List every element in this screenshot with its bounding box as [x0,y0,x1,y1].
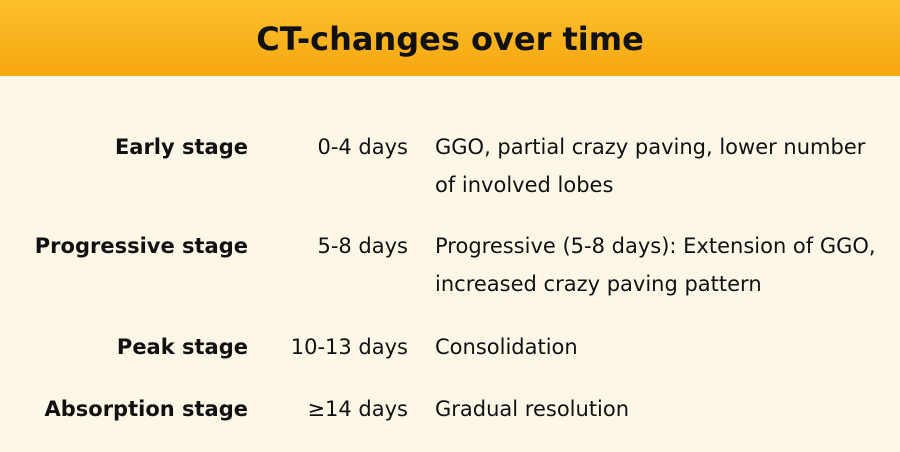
stage-description: Consolidation [435,335,578,359]
stage-description: Progressive (5-8 days): Extension of GGO… [435,234,876,296]
stage-name: Progressive stage [34,234,248,258]
stage-name: Absorption stage [44,397,248,421]
stage-description: GGO, partial crazy paving, lower number … [435,135,866,197]
stage-days: 0-4 days [317,135,408,159]
stage-days: 10-13 days [290,335,408,359]
title: CT-changes over time [256,20,644,58]
stage-description: Gradual resolution [435,397,630,421]
stage-days: 5-8 days [317,234,408,258]
header-band: CT-changes over time [0,0,900,76]
stage-name: Early stage [114,135,248,159]
stage-name: Peak stage [116,335,248,359]
stage-days: ≥14 days [307,397,408,421]
